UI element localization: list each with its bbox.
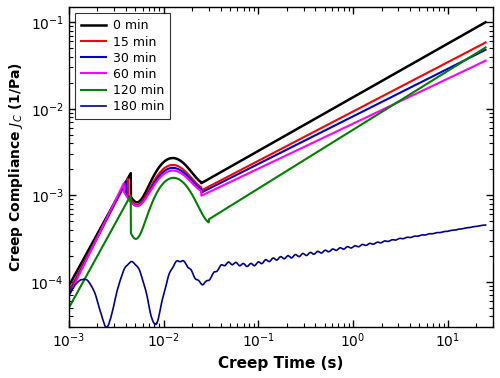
120 min (87, 268, 93, 272)
0 min (66, 284, 72, 288)
120 min (312, 151, 318, 155)
30 min (482, 48, 488, 52)
Line: 180 min: 180 min (69, 225, 486, 328)
180 min (87, 281, 93, 286)
15 min (397, 85, 403, 89)
180 min (66, 293, 72, 297)
120 min (216, 210, 222, 215)
15 min (216, 179, 222, 183)
Line: 15 min: 15 min (69, 42, 486, 291)
180 min (482, 223, 488, 227)
180 min (330, 247, 336, 251)
Line: 120 min: 120 min (69, 48, 486, 308)
120 min (66, 305, 72, 310)
30 min (66, 291, 72, 296)
0 min (312, 116, 318, 121)
15 min (330, 119, 336, 124)
15 min (87, 249, 93, 254)
0 min (375, 81, 381, 85)
Line: 30 min: 30 min (69, 50, 486, 294)
30 min (87, 250, 93, 255)
Legend: 0 min, 15 min, 30 min, 60 min, 120 min, 180 min: 0 min, 15 min, 30 min, 60 min, 120 min, … (75, 13, 170, 119)
180 min (312, 251, 318, 256)
30 min (375, 102, 381, 106)
30 min (312, 133, 318, 138)
60 min (375, 110, 381, 114)
120 min (482, 45, 488, 50)
30 min (330, 124, 336, 129)
0 min (216, 170, 222, 175)
30 min (216, 181, 222, 186)
0 min (482, 20, 488, 25)
0 min (330, 106, 336, 110)
Y-axis label: Creep Compliance $J_C$ (1/Pa): Creep Compliance $J_C$ (1/Pa) (7, 62, 25, 272)
60 min (397, 99, 403, 104)
120 min (330, 139, 336, 144)
60 min (330, 131, 336, 135)
180 min (104, 326, 110, 330)
60 min (87, 251, 93, 255)
X-axis label: Creep Time (s): Creep Time (s) (218, 356, 344, 371)
180 min (217, 264, 223, 269)
Line: 60 min: 60 min (69, 61, 486, 296)
60 min (312, 139, 318, 144)
120 min (397, 98, 403, 103)
0 min (397, 68, 403, 73)
15 min (312, 129, 318, 133)
120 min (375, 112, 381, 117)
60 min (482, 59, 488, 63)
30 min (397, 90, 403, 95)
Line: 0 min: 0 min (69, 22, 486, 286)
15 min (482, 40, 488, 45)
15 min (66, 289, 72, 294)
60 min (216, 185, 222, 189)
180 min (375, 240, 381, 245)
60 min (66, 293, 72, 298)
15 min (375, 96, 381, 101)
0 min (87, 245, 93, 250)
180 min (397, 236, 403, 241)
